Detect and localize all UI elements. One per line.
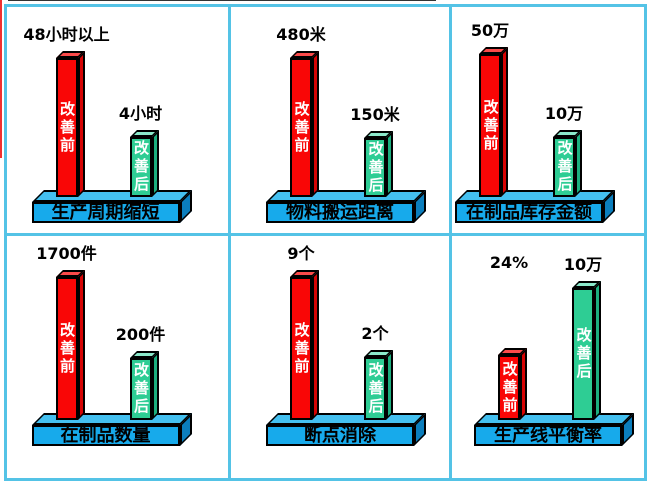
platform: 在制品数量 改善前 1700件 改善后 200件 — [31, 246, 192, 446]
before-bar-label: 改善前 — [500, 360, 519, 415]
after-bar: 改善后 10万 — [564, 257, 602, 420]
platform-front-face: 物料搬运距离 — [266, 202, 414, 223]
panel-wip-quantity: 在制品数量 改善前 1700件 改善后 200件 — [7, 236, 231, 478]
crop-artifact-left-red-border — [0, 0, 2, 158]
bar-side-face — [312, 51, 319, 197]
before-bar-label: 改善前 — [58, 321, 76, 376]
panel-material-handling-distance: 物料搬运距离 改善前 480米 改善后 150米 — [231, 7, 452, 236]
bar-front-face: 改善前 — [55, 277, 78, 420]
bar-side-face — [501, 47, 508, 197]
bar-front-face: 改善后 — [572, 288, 594, 420]
comparison-chart-board: 生产周期缩短 改善前 48小时以上 改善后 4小时 — [4, 4, 647, 481]
after-bar: 改善后 200件 — [116, 327, 165, 420]
after-value-label: 10万 — [544, 104, 584, 123]
crop-artifact-top-line — [8, 0, 436, 1]
bar-front-face: 改善后 — [129, 137, 152, 197]
platform-front-face: 断点消除 — [266, 425, 414, 446]
after-bar: 改善后 2个 — [361, 326, 393, 420]
after-bar-label: 改善后 — [366, 361, 385, 416]
bar-front-face: 改善后 — [364, 138, 386, 197]
platform: 生产线平衡率 改善前 24% 改善后 10万 — [474, 255, 634, 446]
before-bar-label: 改善前 — [58, 100, 76, 155]
after-value-label: 2个 — [361, 324, 389, 343]
after-bar: 改善后 4小时 — [119, 106, 162, 197]
panel-breakpoint-elimination: 断点消除 改善前 9个 改善后 2个 — [231, 236, 452, 478]
after-bar-label: 改善后 — [366, 140, 385, 195]
platform-front-face: 生产线平衡率 — [474, 425, 622, 446]
bar-side-face — [386, 350, 393, 420]
bar-side-face — [386, 131, 393, 197]
panel-title: 生产线平衡率 — [494, 424, 602, 446]
before-bar-label: 改善前 — [292, 321, 311, 376]
after-bar-label: 改善后 — [132, 140, 150, 194]
platform: 断点消除 改善前 9个 改善后 2个 — [266, 246, 426, 446]
bar-side-face — [77, 51, 85, 197]
after-bar: 改善后 150米 — [350, 107, 400, 197]
before-bar: 改善前 24% — [490, 255, 528, 420]
bar-front-face: 改善前 — [479, 54, 501, 197]
panel-grid: 生产周期缩短 改善前 48小时以上 改善后 4小时 — [7, 7, 644, 478]
bar-front-face: 改善前 — [498, 355, 520, 420]
bar-side-face — [151, 351, 159, 420]
after-bar-label: 改善后 — [555, 140, 574, 194]
bar-front-face: 改善后 — [364, 357, 386, 420]
platform-front-face: 在制品数量 — [31, 424, 180, 446]
panel-line-balance-rate: 生产线平衡率 改善前 24% 改善后 10万 — [452, 236, 644, 478]
bar-side-face — [520, 348, 527, 420]
before-value-label: 9个 — [287, 244, 315, 263]
panel-title: 物料搬运距离 — [286, 201, 394, 223]
panel-title: 生产周期缩短 — [51, 201, 160, 223]
before-value-label: 480米 — [276, 25, 326, 44]
bar-side-face — [594, 281, 601, 420]
after-bar-label: 改善后 — [132, 362, 150, 416]
bar-front-face: 改善前 — [55, 58, 78, 197]
platform: 物料搬运距离 改善前 480米 改善后 150米 — [266, 27, 426, 223]
before-bar-label: 改善前 — [292, 100, 311, 155]
bar-front-face: 改善前 — [290, 277, 312, 420]
bar-side-face — [77, 270, 85, 420]
after-bar: 改善后 10万 — [545, 106, 583, 197]
before-bar-label: 改善前 — [481, 98, 500, 153]
panel-title: 断点消除 — [304, 424, 376, 446]
panel-production-cycle-reduction: 生产周期缩短 改善前 48小时以上 改善后 4小时 — [7, 7, 231, 236]
platform-front-face: 在制品库存金额 — [455, 202, 603, 223]
bar-side-face — [151, 130, 159, 197]
after-bar-label: 改善后 — [574, 327, 593, 381]
before-value-label: 50万 — [470, 21, 510, 40]
before-bar: 改善前 1700件 — [36, 246, 97, 420]
bar-front-face: 改善后 — [129, 358, 152, 420]
after-value-label: 200件 — [115, 325, 166, 344]
bar-side-face — [575, 130, 582, 197]
before-value-label: 1700件 — [36, 244, 97, 263]
panel-wip-inventory-amount: 在制品库存金额 改善前 50万 改善后 10万 — [452, 7, 644, 236]
platform: 在制品库存金额 改善前 50万 改善后 10万 — [455, 23, 615, 223]
before-bar: 改善前 480米 — [276, 27, 326, 197]
before-value-label: 48小时以上 — [23, 25, 110, 44]
before-bar: 改善前 9个 — [287, 246, 319, 420]
before-bar: 改善前 50万 — [471, 23, 509, 197]
bar-front-face: 改善后 — [553, 137, 575, 197]
after-value-label: 10万 — [563, 255, 603, 274]
panel-title: 在制品库存金额 — [466, 201, 592, 223]
after-value-label: 150米 — [350, 105, 400, 124]
panel-title: 在制品数量 — [60, 424, 151, 446]
platform: 生产周期缩短 改善前 48小时以上 改善后 4小时 — [23, 27, 192, 223]
platform-front-face: 生产周期缩短 — [31, 201, 180, 223]
before-value-label: 24% — [489, 253, 529, 272]
bar-side-face — [312, 270, 319, 420]
before-bar: 改善前 48小时以上 — [23, 27, 110, 197]
bar-front-face: 改善前 — [290, 58, 312, 197]
after-value-label: 4小时 — [118, 104, 163, 123]
